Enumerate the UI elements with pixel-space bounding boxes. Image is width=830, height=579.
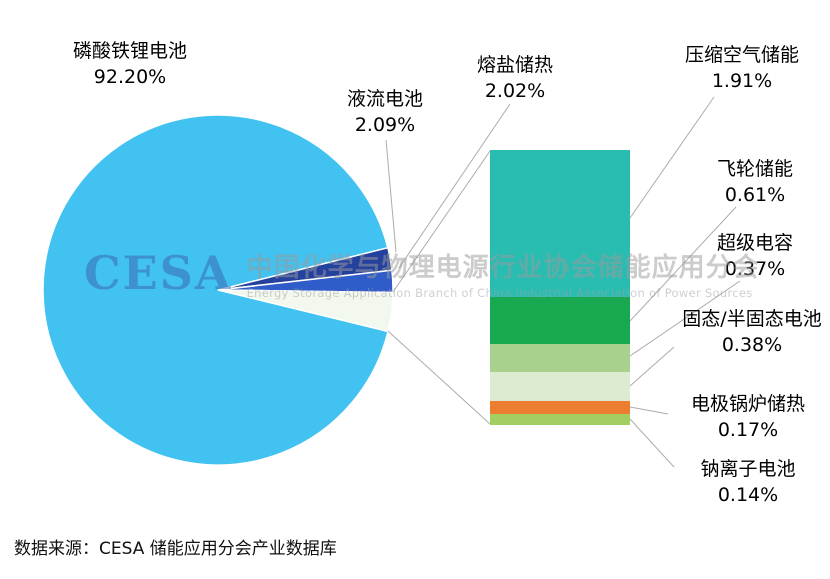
label-solid-state: 固态/半固态电池 0.38% [677, 306, 827, 358]
leader-line-compressed-air [629, 96, 715, 219]
bar-segment-4 [490, 371, 630, 402]
label-flywheel: 飞轮储能 0.61% [690, 156, 820, 208]
label-supercapacitor-name: 超级电容 [716, 232, 793, 254]
label-flywheel-pct: 0.61% [724, 184, 786, 207]
label-lfp-battery-pct: 92.20% [93, 66, 167, 89]
label-molten-salt: 熔盐储热 2.02% [455, 52, 575, 104]
label-sodium-ion: 钠离子电池 0.14% [678, 456, 818, 508]
label-lfp-battery: 磷酸铁锂电池 92.20% [30, 38, 230, 90]
label-flow-battery: 液流电池 2.09% [325, 86, 445, 138]
label-flow-battery-name: 液流电池 [346, 88, 423, 110]
label-flow-battery-pct: 2.09% [354, 114, 416, 137]
label-electrode-boiler-name: 电极锅炉储热 [690, 393, 805, 415]
label-compressed-air: 压缩空气储能 1.91% [660, 42, 824, 94]
label-electrode-boiler-pct: 0.17% [717, 419, 779, 442]
leader-line-flywheel [629, 206, 737, 322]
connector-line-bottom [387, 330, 491, 425]
bar-segment-2 [490, 296, 630, 344]
label-molten-salt-name: 熔盐储热 [476, 54, 553, 76]
label-solid-state-pct: 0.38% [721, 334, 783, 357]
leader-line-molten-salt [398, 103, 511, 269]
label-compressed-air-pct: 1.91% [711, 70, 773, 93]
leader-line-flow-battery [385, 139, 397, 253]
pie [42, 114, 394, 466]
leader-line-sodium-ion [629, 418, 675, 468]
source-note: 数据来源：CESA 储能应用分会产业数据库 [14, 539, 337, 559]
label-sodium-ion-pct: 0.14% [717, 484, 779, 507]
breakout-bar [490, 150, 630, 425]
label-supercapacitor-pct: 0.37% [724, 258, 786, 281]
pie-slice-lfp-battery [42, 114, 389, 466]
bar-segment-3 [490, 343, 630, 372]
bar-segment-1 [490, 150, 630, 297]
label-lfp-battery-name: 磷酸铁锂电池 [72, 40, 187, 62]
label-supercapacitor: 超级电容 0.37% [690, 230, 820, 282]
connector-line-top [392, 150, 491, 293]
label-sodium-ion-name: 钠离子电池 [700, 458, 796, 480]
leader-line-solid-state [629, 346, 675, 387]
bar-segment-6 [490, 414, 630, 425]
label-electrode-boiler: 电极锅炉储热 0.17% [668, 391, 828, 443]
label-solid-state-name: 固态/半固态电池 [682, 308, 822, 330]
label-compressed-air-name: 压缩空气储能 [684, 44, 799, 66]
leader-lines [385, 96, 741, 468]
bar-segment-5 [490, 401, 630, 415]
leader-line-electrode-boiler [629, 406, 669, 415]
leader-line-supercapacitor [629, 280, 741, 357]
label-molten-salt-pct: 2.02% [484, 80, 546, 103]
label-flywheel-name: 飞轮储能 [716, 158, 793, 180]
